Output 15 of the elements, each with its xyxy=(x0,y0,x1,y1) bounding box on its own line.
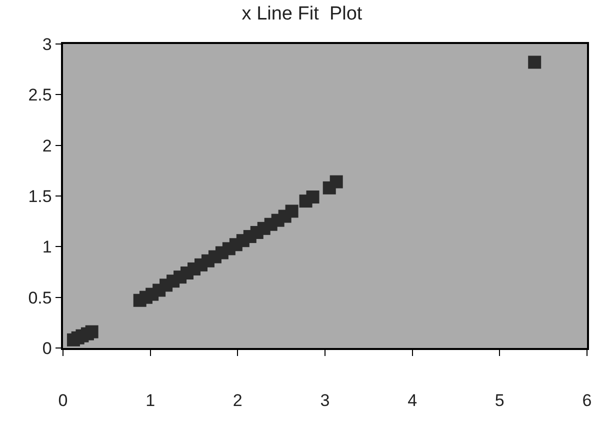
x-tick-label: 1 xyxy=(146,391,156,410)
y-tick-label: 1.5 xyxy=(28,186,52,206)
y-tick-label: 1 xyxy=(42,238,52,257)
y-tick-label: 2 xyxy=(42,136,52,156)
x-tick-label: 0 xyxy=(58,391,68,410)
x-tick-label: 4 xyxy=(408,391,418,410)
x-tick-label: 6 xyxy=(582,391,592,410)
y-tick-label: 2.5 xyxy=(28,86,52,105)
chart-title: x Line Fit Plot xyxy=(242,4,363,25)
x-tick-label: 5 xyxy=(494,391,504,410)
y-tick-label: 0.5 xyxy=(28,288,52,308)
x-tick-label: 2 xyxy=(232,391,242,410)
x-tick-label: 3 xyxy=(320,391,330,410)
y-tick-label: 0 xyxy=(42,338,52,358)
y-tick-label: 3 xyxy=(42,34,52,54)
